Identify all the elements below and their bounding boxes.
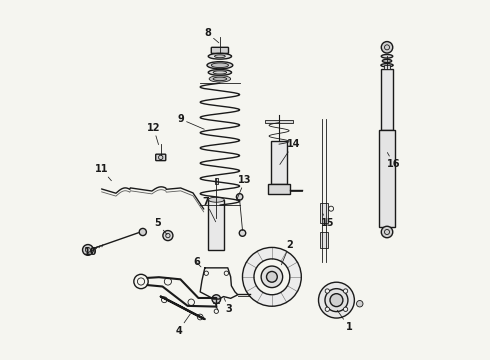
Circle shape — [212, 295, 220, 303]
Circle shape — [330, 294, 343, 307]
Circle shape — [82, 244, 93, 255]
Circle shape — [343, 307, 348, 311]
Ellipse shape — [213, 71, 227, 74]
Circle shape — [381, 226, 393, 238]
Circle shape — [325, 289, 348, 312]
FancyBboxPatch shape — [156, 154, 166, 161]
Ellipse shape — [208, 197, 224, 202]
Circle shape — [243, 247, 301, 306]
Bar — [381, 69, 393, 130]
Ellipse shape — [382, 59, 392, 63]
Text: 1: 1 — [337, 310, 352, 332]
Circle shape — [318, 282, 354, 318]
Text: 13: 13 — [237, 175, 252, 200]
Circle shape — [236, 194, 243, 200]
Circle shape — [343, 289, 348, 293]
Circle shape — [381, 41, 393, 53]
Bar — [271, 140, 287, 184]
Text: 5: 5 — [154, 218, 167, 234]
Ellipse shape — [209, 76, 231, 82]
Circle shape — [325, 289, 329, 293]
Bar — [384, 65, 390, 69]
Text: 3: 3 — [224, 298, 232, 314]
Bar — [319, 203, 328, 223]
Text: 11: 11 — [95, 164, 111, 181]
Ellipse shape — [207, 62, 233, 69]
Text: 6: 6 — [193, 257, 201, 267]
Bar — [266, 120, 293, 123]
Ellipse shape — [211, 63, 228, 68]
Circle shape — [254, 259, 290, 295]
Circle shape — [267, 271, 277, 282]
Ellipse shape — [381, 64, 393, 67]
Circle shape — [139, 228, 147, 235]
Text: 16: 16 — [387, 153, 400, 169]
Ellipse shape — [215, 55, 225, 58]
Text: 8: 8 — [204, 28, 219, 43]
Bar — [215, 178, 218, 184]
FancyBboxPatch shape — [211, 47, 228, 53]
Text: 7: 7 — [202, 197, 216, 222]
Bar — [379, 130, 395, 226]
Text: 10: 10 — [84, 247, 98, 257]
Ellipse shape — [208, 53, 232, 59]
Text: 4: 4 — [175, 314, 191, 336]
Bar — [208, 200, 224, 250]
Text: 2: 2 — [281, 239, 293, 265]
Ellipse shape — [213, 77, 227, 81]
Circle shape — [239, 230, 245, 236]
Circle shape — [261, 266, 283, 288]
Text: 14: 14 — [280, 139, 300, 165]
Bar — [319, 232, 328, 248]
Ellipse shape — [208, 69, 232, 75]
Circle shape — [357, 301, 363, 307]
Text: 12: 12 — [147, 123, 160, 145]
Ellipse shape — [381, 54, 393, 58]
Bar — [269, 184, 290, 194]
Text: 15: 15 — [321, 213, 334, 228]
Circle shape — [325, 307, 329, 311]
Text: 9: 9 — [177, 114, 204, 129]
Circle shape — [163, 230, 173, 240]
